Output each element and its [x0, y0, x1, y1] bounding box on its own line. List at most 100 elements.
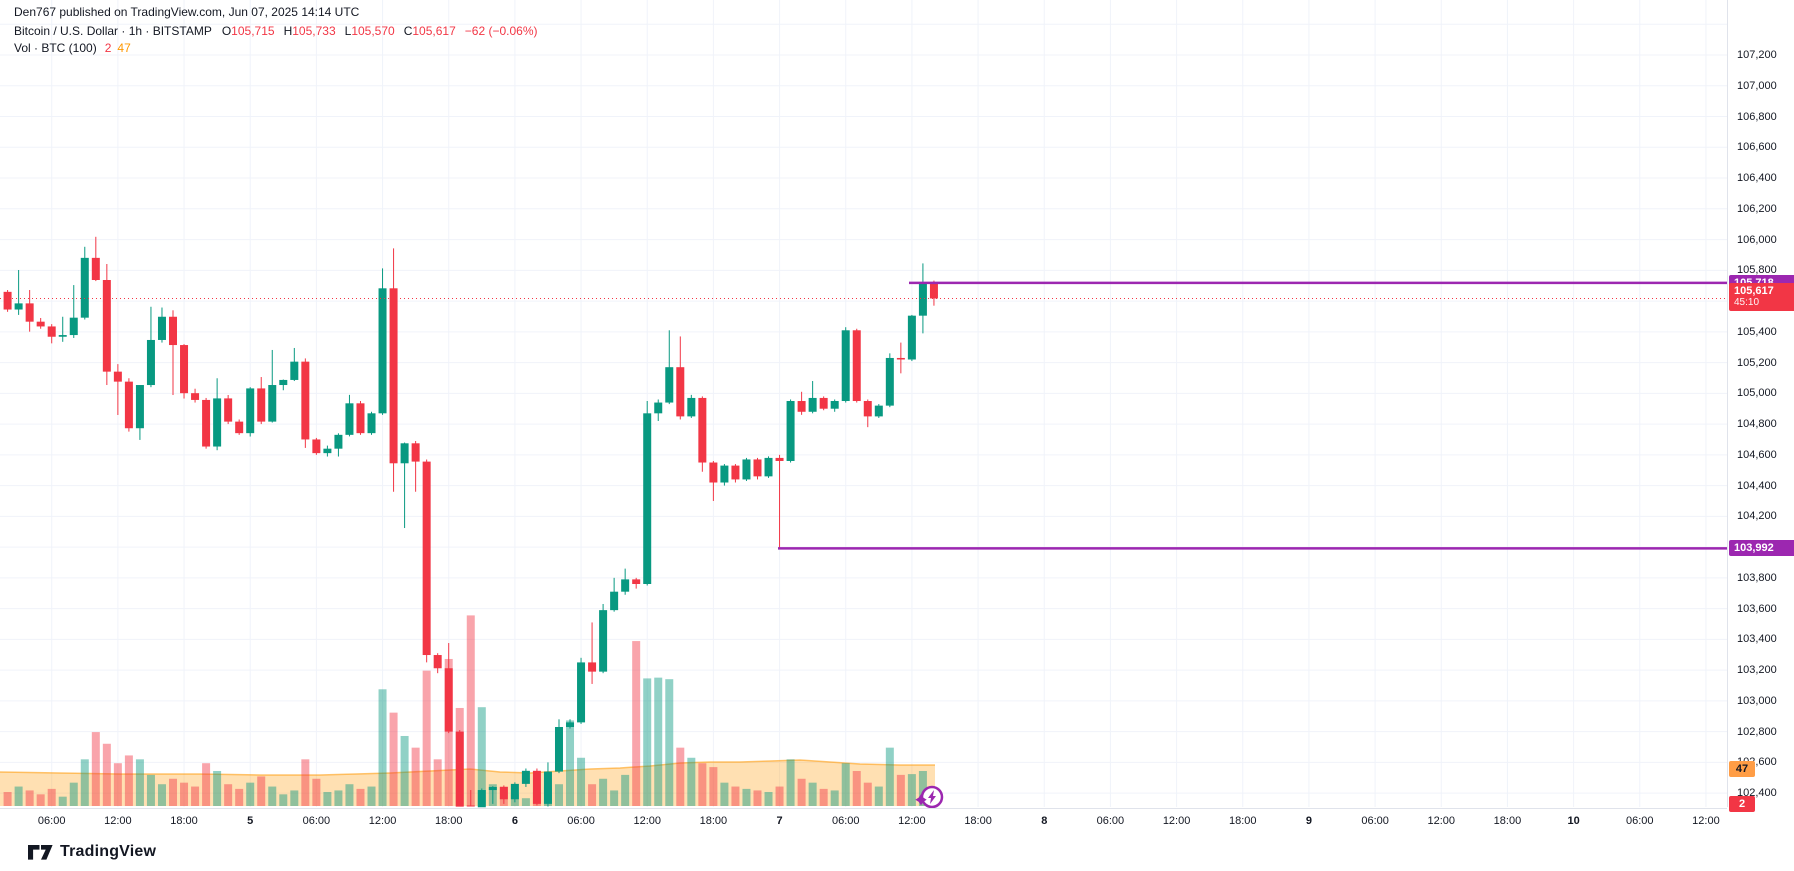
time-tick-day-label: 5 [247, 815, 254, 827]
candle-body [433, 655, 442, 669]
price-tick-label: 106,000 [1737, 233, 1777, 246]
volume-bar [797, 778, 806, 806]
price-axis[interactable]: 107,200 107,000 106,800 106,600 106,400 106,2… [1727, 0, 1794, 813]
volume-bar [301, 759, 310, 806]
published-line: Den767 published on TradingView.com, Jun… [14, 5, 360, 19]
price-tick-label: 104,400 [1737, 479, 1777, 492]
change-value: −62 (−0.06%) [464, 24, 538, 38]
candle-body [224, 398, 233, 422]
volume-bar [69, 782, 78, 806]
candle-body [58, 335, 67, 337]
candle-body [764, 457, 773, 477]
volume-bar [422, 670, 431, 806]
volume-bar [819, 788, 828, 806]
candle-body [47, 326, 56, 337]
candle-body [874, 405, 883, 417]
volume-bar [896, 774, 905, 806]
volume-bar [202, 763, 211, 806]
volume-bar [378, 689, 387, 806]
candle-body [852, 330, 861, 402]
candle-body [521, 770, 530, 784]
time-tick-label: 18:00 [1493, 815, 1522, 827]
candle-body [588, 662, 597, 672]
candle-body [411, 443, 420, 462]
volume-bar [621, 774, 630, 806]
time-tick-day-label: 7 [776, 815, 783, 827]
candle-body [499, 786, 508, 800]
time-tick-label: 12:00 [1427, 815, 1456, 827]
volume-bar [389, 712, 398, 806]
candle-body [157, 316, 166, 340]
candle-body [709, 462, 718, 483]
price-tick-label: 107,000 [1737, 79, 1777, 92]
tradingview-logo-text: TradingView [60, 843, 157, 860]
volume-bar [279, 794, 288, 806]
time-tick-day-label: 8 [1041, 815, 1048, 827]
candle-body [477, 790, 486, 808]
volume-bar [246, 782, 255, 806]
volume-bar [676, 747, 685, 806]
time-tick-label: 18:00 [434, 815, 463, 827]
time-tick-label: 06:00 [37, 815, 66, 827]
candlestick-chart-surface[interactable] [0, 0, 1727, 808]
time-axis[interactable]: 06:00 12:00 18:00 5 06:00 12:00 18:00 6 06:00 12:… [0, 808, 1727, 837]
candle-body [742, 459, 751, 480]
candle-body [698, 397, 707, 463]
time-tick-label: 06:00 [567, 815, 595, 827]
candle-body [643, 413, 652, 584]
sparkle-icon [915, 794, 927, 806]
candle-body [69, 317, 78, 336]
volume-bar [742, 788, 751, 806]
tradingview-logo[interactable]: TradingView [28, 843, 156, 861]
volume-bar [599, 778, 608, 806]
volume-value-badge[interactable]: 2 [1729, 796, 1755, 813]
candle-body [819, 397, 828, 409]
volume-bar [433, 759, 442, 806]
candle-body [566, 722, 575, 727]
volume-bar [885, 747, 894, 806]
volume-bar [213, 770, 222, 806]
volume-bar [268, 786, 277, 806]
volume-bar [841, 763, 850, 806]
candle-body [257, 388, 266, 422]
time-tick-label: 18:00 [1228, 815, 1257, 827]
candle-body [444, 668, 453, 732]
candle-body [301, 361, 310, 440]
volume-bar [709, 767, 718, 806]
volume-bar [720, 782, 729, 806]
volume-bar [863, 782, 872, 806]
candle-body [885, 357, 894, 406]
volume-bar [224, 784, 233, 806]
volume-bar [323, 791, 332, 806]
candle-body [610, 591, 619, 611]
candle-body [797, 401, 806, 412]
volume-ma-badge[interactable]: 47 [1729, 761, 1755, 778]
candle-body [367, 413, 376, 434]
volume-bar [764, 791, 773, 806]
candle-body [907, 315, 916, 360]
volume-bar [14, 786, 23, 806]
price-tick-label: 103,800 [1737, 571, 1777, 584]
candle-body [621, 579, 630, 592]
last-price-badge[interactable]: 105,617 45:10 [1729, 283, 1794, 312]
candle-body [202, 399, 211, 447]
price-tick-label: 104,600 [1737, 448, 1777, 461]
support-price-badge[interactable]: 103,992 [1729, 540, 1794, 557]
candle-body [808, 397, 817, 412]
volume-bar [157, 784, 166, 806]
volume-bar [753, 790, 762, 806]
candle-body [135, 385, 144, 429]
volume-bar [113, 763, 122, 806]
candle-body [676, 367, 685, 417]
price-tick-label: 103,400 [1737, 633, 1777, 646]
volume-bar [36, 794, 45, 806]
candle-body [124, 381, 133, 429]
time-tick-day-label: 10 [1567, 815, 1580, 827]
candle-body [687, 397, 696, 417]
volume-bar [356, 788, 365, 806]
volume-bar [367, 786, 376, 806]
candle-body [731, 465, 740, 480]
candle-body [25, 303, 34, 322]
candle-body [290, 361, 299, 380]
candle-body [753, 459, 762, 477]
